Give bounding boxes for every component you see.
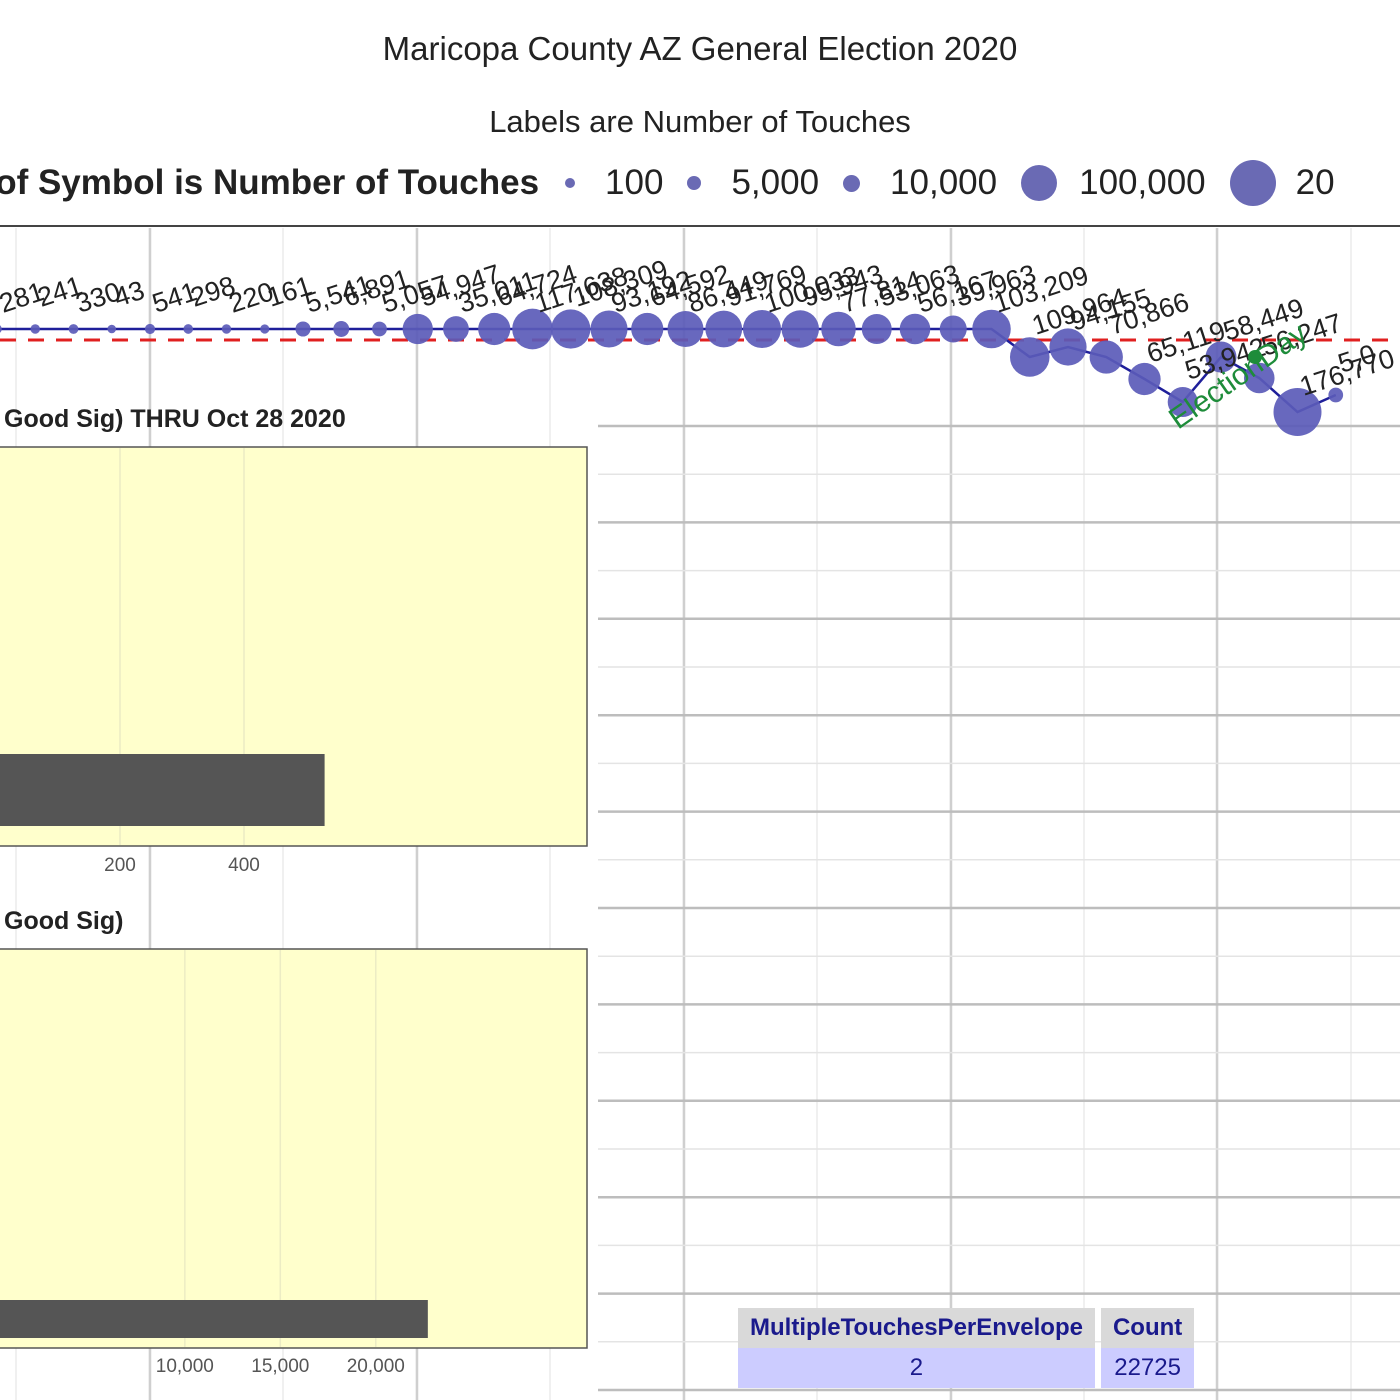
chart-subtitle: Labels are Number of Touches — [489, 104, 911, 139]
data-point — [372, 321, 387, 337]
bar-panel-total-title: Good Sig) — [4, 907, 124, 935]
x-tick-label: 10,000 — [156, 1356, 214, 1377]
x-tick-label: 400 — [228, 855, 260, 876]
table-header-row: MultipleTouchesPerEnvelope Count — [738, 1308, 1195, 1348]
table-header-cell: MultipleTouchesPerEnvelope — [738, 1308, 1095, 1348]
bar-panel-oct28-title: Good Sig) THRU Oct 28 2020 — [4, 405, 346, 433]
data-point — [1167, 386, 1198, 418]
data-point — [861, 314, 892, 344]
legend-item: 5,000 — [687, 163, 819, 203]
legend-item: 100,000 — [1021, 163, 1206, 203]
data-point — [1243, 362, 1275, 394]
size-legend: e of Symbol is Number of Touches 100 5,0… — [0, 160, 1359, 206]
legend-label: 5,000 — [731, 163, 820, 202]
x-tick-label: 15,000 — [251, 1356, 309, 1377]
table-cell: 22725 — [1100, 1348, 1195, 1388]
data-point — [478, 312, 511, 346]
bar — [0, 754, 325, 826]
data-point — [144, 323, 156, 335]
data-point — [1328, 387, 1344, 403]
data-point — [667, 311, 704, 347]
table-header-cell: Count — [1100, 1308, 1195, 1348]
table-row: 2 22725 — [738, 1348, 1195, 1388]
legend-dot — [1021, 165, 1058, 201]
election-day-marker — [1248, 350, 1262, 364]
data-point — [939, 315, 967, 343]
data-point — [1049, 328, 1087, 366]
data-point — [1089, 340, 1123, 374]
data-point — [260, 324, 270, 334]
data-point — [631, 312, 664, 346]
legend-label: 100 — [605, 163, 664, 202]
data-point — [972, 309, 1011, 349]
legend-dot — [1229, 160, 1276, 206]
legend-dot — [687, 176, 702, 190]
data-point — [183, 324, 194, 334]
data-point — [1205, 341, 1237, 373]
data-point — [590, 310, 628, 348]
legend-label: 10,000 — [890, 163, 998, 202]
bar-panel-oct28: 200 400 — [0, 446, 588, 876]
chart-title: Maricopa County AZ General Election 2020 — [382, 30, 1018, 67]
data-point — [899, 313, 931, 345]
legend-dot — [843, 174, 861, 192]
x-tick-label: 20,000 — [347, 1356, 405, 1377]
data-point — [821, 311, 856, 347]
data-point — [30, 324, 40, 334]
legend-item: 10,000 — [843, 163, 997, 203]
legend-label: 100,000 — [1079, 163, 1206, 202]
legend-item: 20 — [1229, 160, 1335, 206]
data-point — [512, 308, 553, 350]
data-point — [333, 321, 350, 337]
data-point — [705, 310, 743, 348]
data-point — [107, 324, 117, 334]
data-point — [781, 310, 819, 348]
panel-background — [0, 948, 588, 1349]
bar — [0, 1300, 428, 1338]
data-point — [742, 309, 782, 349]
legend-title: e of Symbol is Number of Touches — [0, 163, 540, 202]
bar-panel-total: 10,000 15,000 20,000 — [0, 948, 588, 1377]
data-point — [1273, 388, 1322, 436]
data-point — [443, 316, 469, 342]
data-point — [402, 313, 433, 345]
table-cell: 2 — [738, 1348, 1095, 1388]
data-point — [1009, 337, 1050, 377]
data-point — [295, 321, 311, 337]
x-tick-label: 200 — [104, 855, 136, 876]
data-point — [1128, 362, 1161, 396]
data-point — [0, 325, 2, 333]
legend-dot — [565, 178, 576, 188]
legend-label: 20 — [1295, 163, 1335, 202]
data-point — [551, 309, 591, 349]
touches-table: MultipleTouchesPerEnvelope Count 2 22725 — [732, 1308, 1200, 1388]
data-point — [68, 324, 79, 334]
legend-item: 100 — [565, 163, 663, 203]
data-point — [221, 324, 232, 334]
